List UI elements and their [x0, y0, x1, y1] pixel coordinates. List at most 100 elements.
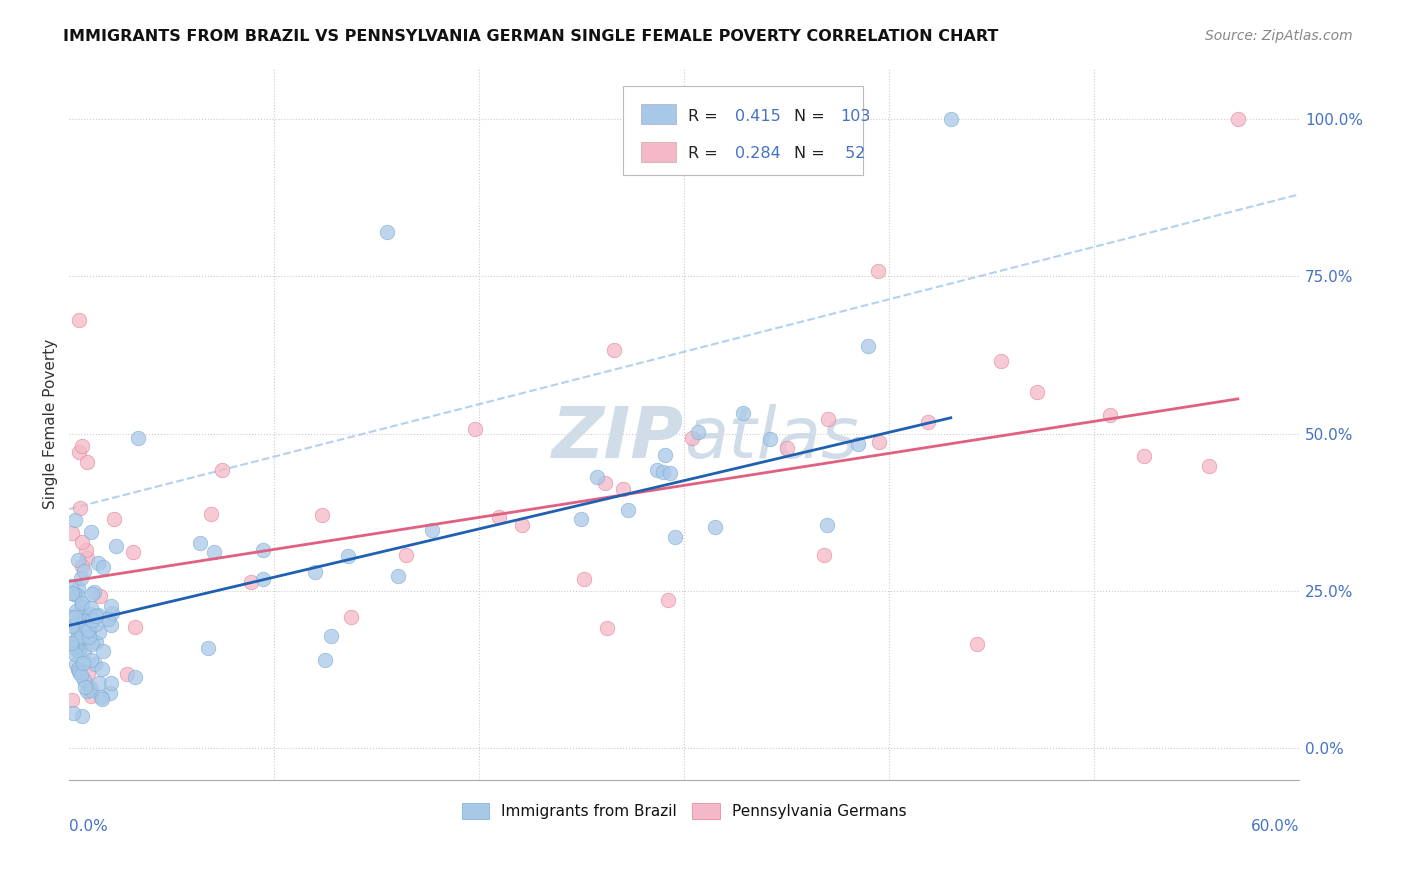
Text: 52: 52	[841, 146, 866, 161]
Point	[304, 565, 326, 579]
FancyBboxPatch shape	[623, 87, 863, 175]
Point	[67, 665, 90, 680]
Point	[84, 608, 107, 623]
Point	[77, 623, 100, 637]
Point	[73, 645, 96, 659]
Point	[100, 617, 122, 632]
Point	[73, 673, 96, 687]
Point	[966, 637, 988, 651]
Point	[645, 462, 668, 476]
Text: 0.0%: 0.0%	[69, 819, 108, 834]
Point	[759, 432, 782, 446]
Point	[98, 686, 121, 700]
Point	[488, 510, 510, 524]
Point	[66, 553, 89, 567]
Point	[62, 706, 84, 720]
Point	[657, 592, 679, 607]
Point	[62, 638, 84, 652]
Point	[80, 683, 103, 698]
Point	[90, 662, 112, 676]
Point	[846, 437, 869, 451]
Point	[79, 689, 101, 703]
Point	[239, 575, 262, 590]
Point	[97, 611, 120, 625]
Point	[69, 640, 91, 655]
Y-axis label: Single Female Poverty: Single Female Poverty	[44, 339, 58, 509]
Point	[60, 618, 83, 632]
Point	[76, 684, 98, 698]
Point	[80, 600, 103, 615]
Point	[124, 670, 146, 684]
Point	[1133, 449, 1156, 463]
Point	[75, 614, 97, 628]
Point	[73, 619, 96, 633]
Point	[66, 662, 89, 676]
Point	[63, 513, 86, 527]
Point	[65, 657, 87, 671]
Text: R =: R =	[688, 146, 723, 161]
Point	[917, 415, 939, 429]
Point	[813, 548, 835, 562]
Text: 0.415: 0.415	[735, 109, 780, 123]
Point	[339, 610, 361, 624]
Point	[65, 639, 87, 653]
Text: 103: 103	[841, 109, 870, 123]
Text: 60.0%: 60.0%	[1251, 819, 1299, 834]
Point	[617, 503, 640, 517]
Point	[1099, 408, 1122, 422]
Point	[65, 617, 87, 632]
Point	[67, 444, 90, 458]
Point	[375, 225, 398, 239]
Point	[65, 621, 87, 635]
Point	[815, 518, 838, 533]
Text: N =: N =	[794, 109, 830, 123]
Point	[817, 411, 839, 425]
Point	[73, 680, 96, 694]
Text: 0.284: 0.284	[735, 146, 780, 161]
Point	[66, 581, 89, 595]
Point	[337, 549, 360, 563]
Point	[69, 668, 91, 682]
Point	[115, 666, 138, 681]
Point	[80, 652, 103, 666]
Point	[252, 572, 274, 586]
Point	[76, 610, 98, 624]
Point	[91, 559, 114, 574]
Point	[65, 604, 87, 618]
Point	[60, 636, 83, 650]
Point	[60, 579, 83, 593]
Point	[70, 709, 93, 723]
Point	[572, 573, 595, 587]
Point	[512, 517, 534, 532]
Point	[80, 587, 103, 601]
Point	[731, 406, 754, 420]
Point	[80, 525, 103, 540]
Point	[1198, 458, 1220, 473]
Point	[319, 629, 342, 643]
Point	[80, 637, 103, 651]
FancyBboxPatch shape	[641, 142, 676, 161]
Point	[87, 675, 110, 690]
Point	[593, 476, 616, 491]
Point	[202, 545, 225, 559]
Point	[83, 585, 105, 599]
Point	[856, 339, 879, 353]
Point	[70, 608, 93, 623]
Point	[63, 587, 86, 601]
Point	[69, 500, 91, 515]
Point	[83, 657, 105, 672]
Point	[67, 626, 90, 640]
Point	[73, 564, 96, 578]
Point	[70, 599, 93, 613]
Point	[79, 681, 101, 695]
Point	[66, 632, 89, 646]
Point	[654, 448, 676, 462]
Point	[127, 431, 149, 445]
Text: R =: R =	[688, 109, 723, 123]
Point	[76, 455, 98, 469]
Text: N =: N =	[794, 146, 830, 161]
Text: IMMIGRANTS FROM BRAZIL VS PENNSYLVANIA GERMAN SINGLE FEMALE POVERTY CORRELATION : IMMIGRANTS FROM BRAZIL VS PENNSYLVANIA G…	[63, 29, 998, 44]
Point	[990, 354, 1012, 368]
Text: ZIP: ZIP	[553, 404, 685, 473]
Text: Source: ZipAtlas.com: Source: ZipAtlas.com	[1205, 29, 1353, 43]
